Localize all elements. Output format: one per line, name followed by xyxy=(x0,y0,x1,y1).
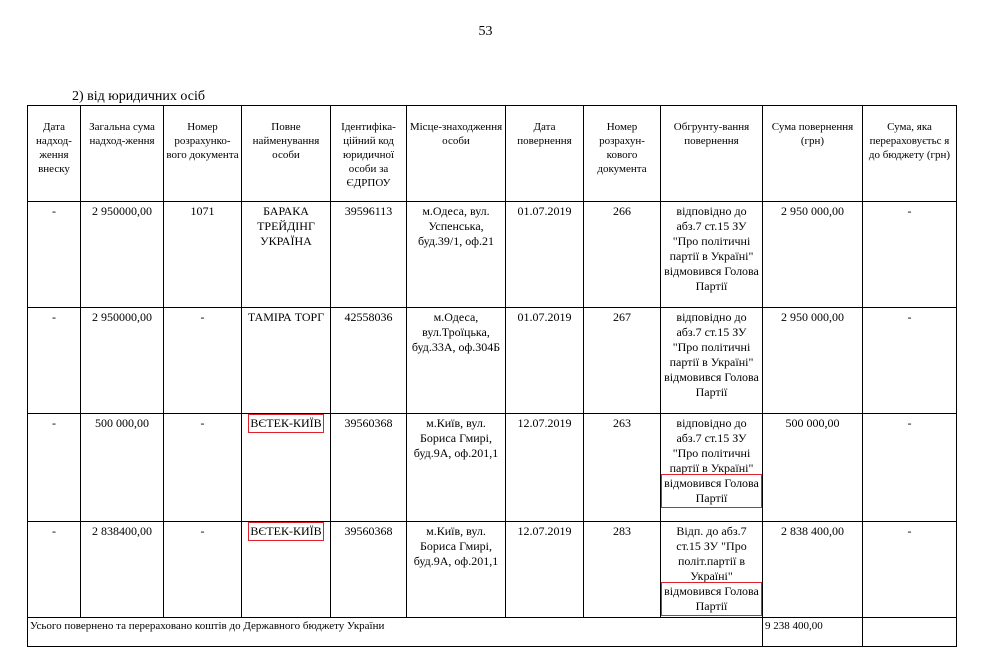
cell-amount: 2 950 000,00 xyxy=(762,201,863,308)
cell-doc: 1071 xyxy=(163,201,242,308)
table-row: -2 950000,00 1071 БАРАКА ТРЕЙДІНГ УКРАЇНА 3… xyxy=(27,201,957,308)
table-row: -500 000,00- ВЄТЕК-КИЇВ 39560368 м.Київ, ву… xyxy=(27,413,957,522)
column-header: Обгрунту-вання повернення xyxy=(660,105,763,202)
cell-return-doc: 263 xyxy=(583,413,661,522)
highlighted-name: ВЄТЕК-КИЇВ xyxy=(248,414,324,433)
cell-total: 2 950000,00 xyxy=(80,307,164,414)
cell-name: ВЄТЕК-КИЇВ xyxy=(241,413,331,522)
cell-doc: - xyxy=(163,307,242,414)
cell-return-doc: 267 xyxy=(583,307,661,414)
cell-name: БАРАКА ТРЕЙДІНГ УКРАЇНА xyxy=(241,201,331,308)
cell-budget: - xyxy=(862,521,957,618)
column-header: Дата повернення xyxy=(505,105,584,202)
total-amount: 9 238 400,00 xyxy=(762,617,863,647)
cell-total: 500 000,00 xyxy=(80,413,164,522)
cell-amount: 2 950 000,00 xyxy=(762,307,863,414)
cell-return-doc: 266 xyxy=(583,201,661,308)
cell-date: - xyxy=(27,201,81,308)
cell-address: м.Київ, вул. Бориса Гмирі, буд.9А, оф.20… xyxy=(406,413,506,522)
highlighted-reason: відмовився Голова Партії xyxy=(661,582,762,616)
cell-date: - xyxy=(27,413,81,522)
cell-address: м.Одеса, вул.Троїцька, буд.33А, оф.304Б xyxy=(406,307,506,414)
reason-text: відповідно до абз.7 ст.15 ЗУ "Про політи… xyxy=(669,416,754,475)
cell-return-date: 01.07.2019 xyxy=(505,201,584,308)
column-header: Місце-знаходження особи xyxy=(406,105,506,202)
cell-reason: Відп. до абз.7 ст.15 ЗУ "Про політ.парті… xyxy=(660,521,763,618)
cell-code: 42558036 xyxy=(330,307,407,414)
cell-date: - xyxy=(27,307,81,414)
highlighted-reason: відмовився Голова Партії xyxy=(661,474,762,508)
table-row: -2 950000,00- ТАМІРА ТОРГ 42558036 м.Одеса,… xyxy=(27,307,957,414)
cell-doc: - xyxy=(163,521,242,618)
cell-name: ТАМІРА ТОРГ xyxy=(241,307,331,414)
page-number: 53 xyxy=(478,24,493,39)
cell-date: - xyxy=(27,521,81,618)
cell-budget: - xyxy=(862,307,957,414)
column-header: Сума повернення (грн) xyxy=(762,105,863,202)
returns-table: Дата надход-ження внеску Загальна сума на… xyxy=(27,105,957,647)
column-header: Сума, яка перераховуєтьс я до бюджету (г… xyxy=(862,105,957,202)
cell-return-date: 12.07.2019 xyxy=(505,413,584,522)
cell-reason: відповідно до абз.7 ст.15 ЗУ "Про політи… xyxy=(660,413,763,522)
cell-reason: відповідно до абз.7 ст.15 ЗУ "Про політи… xyxy=(660,307,763,414)
total-label: Усього повернено та перераховано коштів … xyxy=(27,617,763,647)
column-header: Номер розрахун-кового документа xyxy=(583,105,661,202)
total-budget xyxy=(862,617,957,647)
cell-code: 39596113 xyxy=(330,201,407,308)
column-header: Загальна сума надход-ження xyxy=(80,105,164,202)
reason-text: відповідно до абз.7 ст.15 ЗУ "Про політи… xyxy=(664,310,759,399)
cell-amount: 500 000,00 xyxy=(762,413,863,522)
header-row: Дата надход-ження внеску Загальна сума на… xyxy=(27,105,957,202)
highlighted-name: ВЄТЕК-КИЇВ xyxy=(248,522,324,541)
cell-return-date: 01.07.2019 xyxy=(505,307,584,414)
cell-total: 2 950000,00 xyxy=(80,201,164,308)
cell-return-doc: 283 xyxy=(583,521,661,618)
column-header: Ідентифіка-ційний код юридичної особи за… xyxy=(330,105,407,202)
cell-total: 2 838400,00 xyxy=(80,521,164,618)
reason-text: відповідно до абз.7 ст.15 ЗУ "Про політи… xyxy=(664,204,759,293)
cell-amount: 2 838 400,00 xyxy=(762,521,863,618)
cell-address: м.Одеса, вул. Успенська, буд.39/1, оф.21 xyxy=(406,201,506,308)
cell-doc: - xyxy=(163,413,242,522)
cell-code: 39560368 xyxy=(330,521,407,618)
total-row: Усього повернено та перераховано коштів … xyxy=(27,617,957,647)
table-row: -2 838400,00- ВЄТЕК-КИЇВ 39560368 м.Київ, в… xyxy=(27,521,957,618)
cell-reason: відповідно до абз.7 ст.15 ЗУ "Про політи… xyxy=(660,201,763,308)
section-title: 2) від юридичних осіб xyxy=(72,89,205,104)
column-header: Дата надход-ження внеску xyxy=(27,105,81,202)
column-header: Повне найменування особи xyxy=(241,105,331,202)
cell-budget: - xyxy=(862,201,957,308)
column-header: Номер розрахунко-вого документа xyxy=(163,105,242,202)
cell-address: м.Київ, вул. Бориса Гмирі, буд.9А, оф.20… xyxy=(406,521,506,618)
cell-name: ВЄТЕК-КИЇВ xyxy=(241,521,331,618)
cell-budget: - xyxy=(862,413,957,522)
cell-return-date: 12.07.2019 xyxy=(505,521,584,618)
reason-text: Відп. до абз.7 ст.15 ЗУ "Про політ.парті… xyxy=(676,524,747,583)
cell-code: 39560368 xyxy=(330,413,407,522)
